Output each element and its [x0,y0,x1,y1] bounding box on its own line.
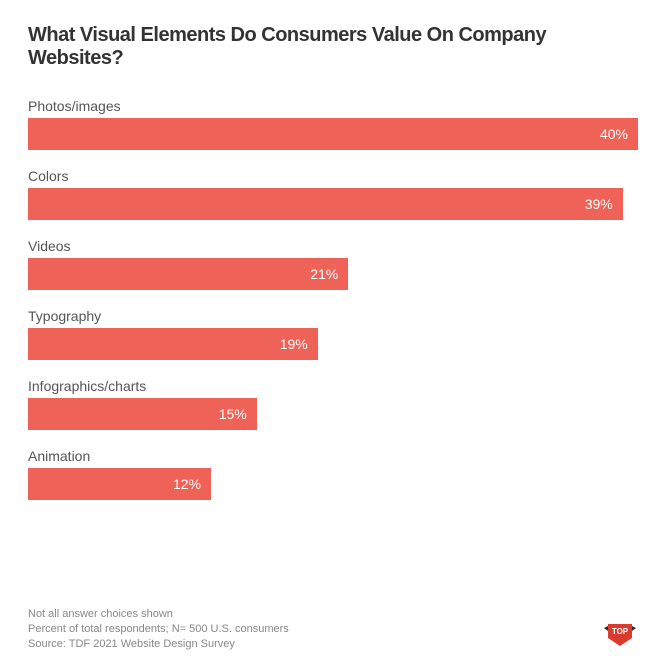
bar-group: Videos 21% [28,238,638,290]
chart-footer: Not all answer choices shown Percent of … [28,607,289,652]
svg-text:TOP: TOP [612,627,629,636]
bar-group: Typography 19% [28,308,638,360]
footer-line: Not all answer choices shown [28,607,289,622]
footer-line: Source: TDF 2021 Website Design Survey [28,637,289,652]
bar-value: 19% [280,336,308,352]
bar-label: Photos/images [28,98,638,114]
bar-label: Colors [28,168,638,184]
bar-label: Infographics/charts [28,378,638,394]
bar-label: Animation [28,448,638,464]
bar: 19% [28,328,318,360]
bar-group: Photos/images 40% [28,98,638,150]
brand-logo: TOP [600,614,640,654]
bar-value: 39% [585,196,613,212]
bar-value: 40% [600,126,628,142]
bar: 15% [28,398,257,430]
bar: 12% [28,468,211,500]
bar-value: 21% [310,266,338,282]
bar-group: Animation 12% [28,448,638,500]
bar: 21% [28,258,348,290]
bar-chart: Photos/images 40% Colors 39% Videos 21% Typogr… [28,98,638,500]
bar-group: Infographics/charts 15% [28,378,638,430]
bar: 39% [28,188,623,220]
chart-title: What Visual Elements Do Consumers Value … [28,24,638,70]
bar-label: Typography [28,308,638,324]
bar-label: Videos [28,238,638,254]
bar-value: 15% [219,406,247,422]
bar-value: 12% [173,476,201,492]
bar: 40% [28,118,638,150]
footer-line: Percent of total respondents; N= 500 U.S… [28,622,289,637]
bar-group: Colors 39% [28,168,638,220]
